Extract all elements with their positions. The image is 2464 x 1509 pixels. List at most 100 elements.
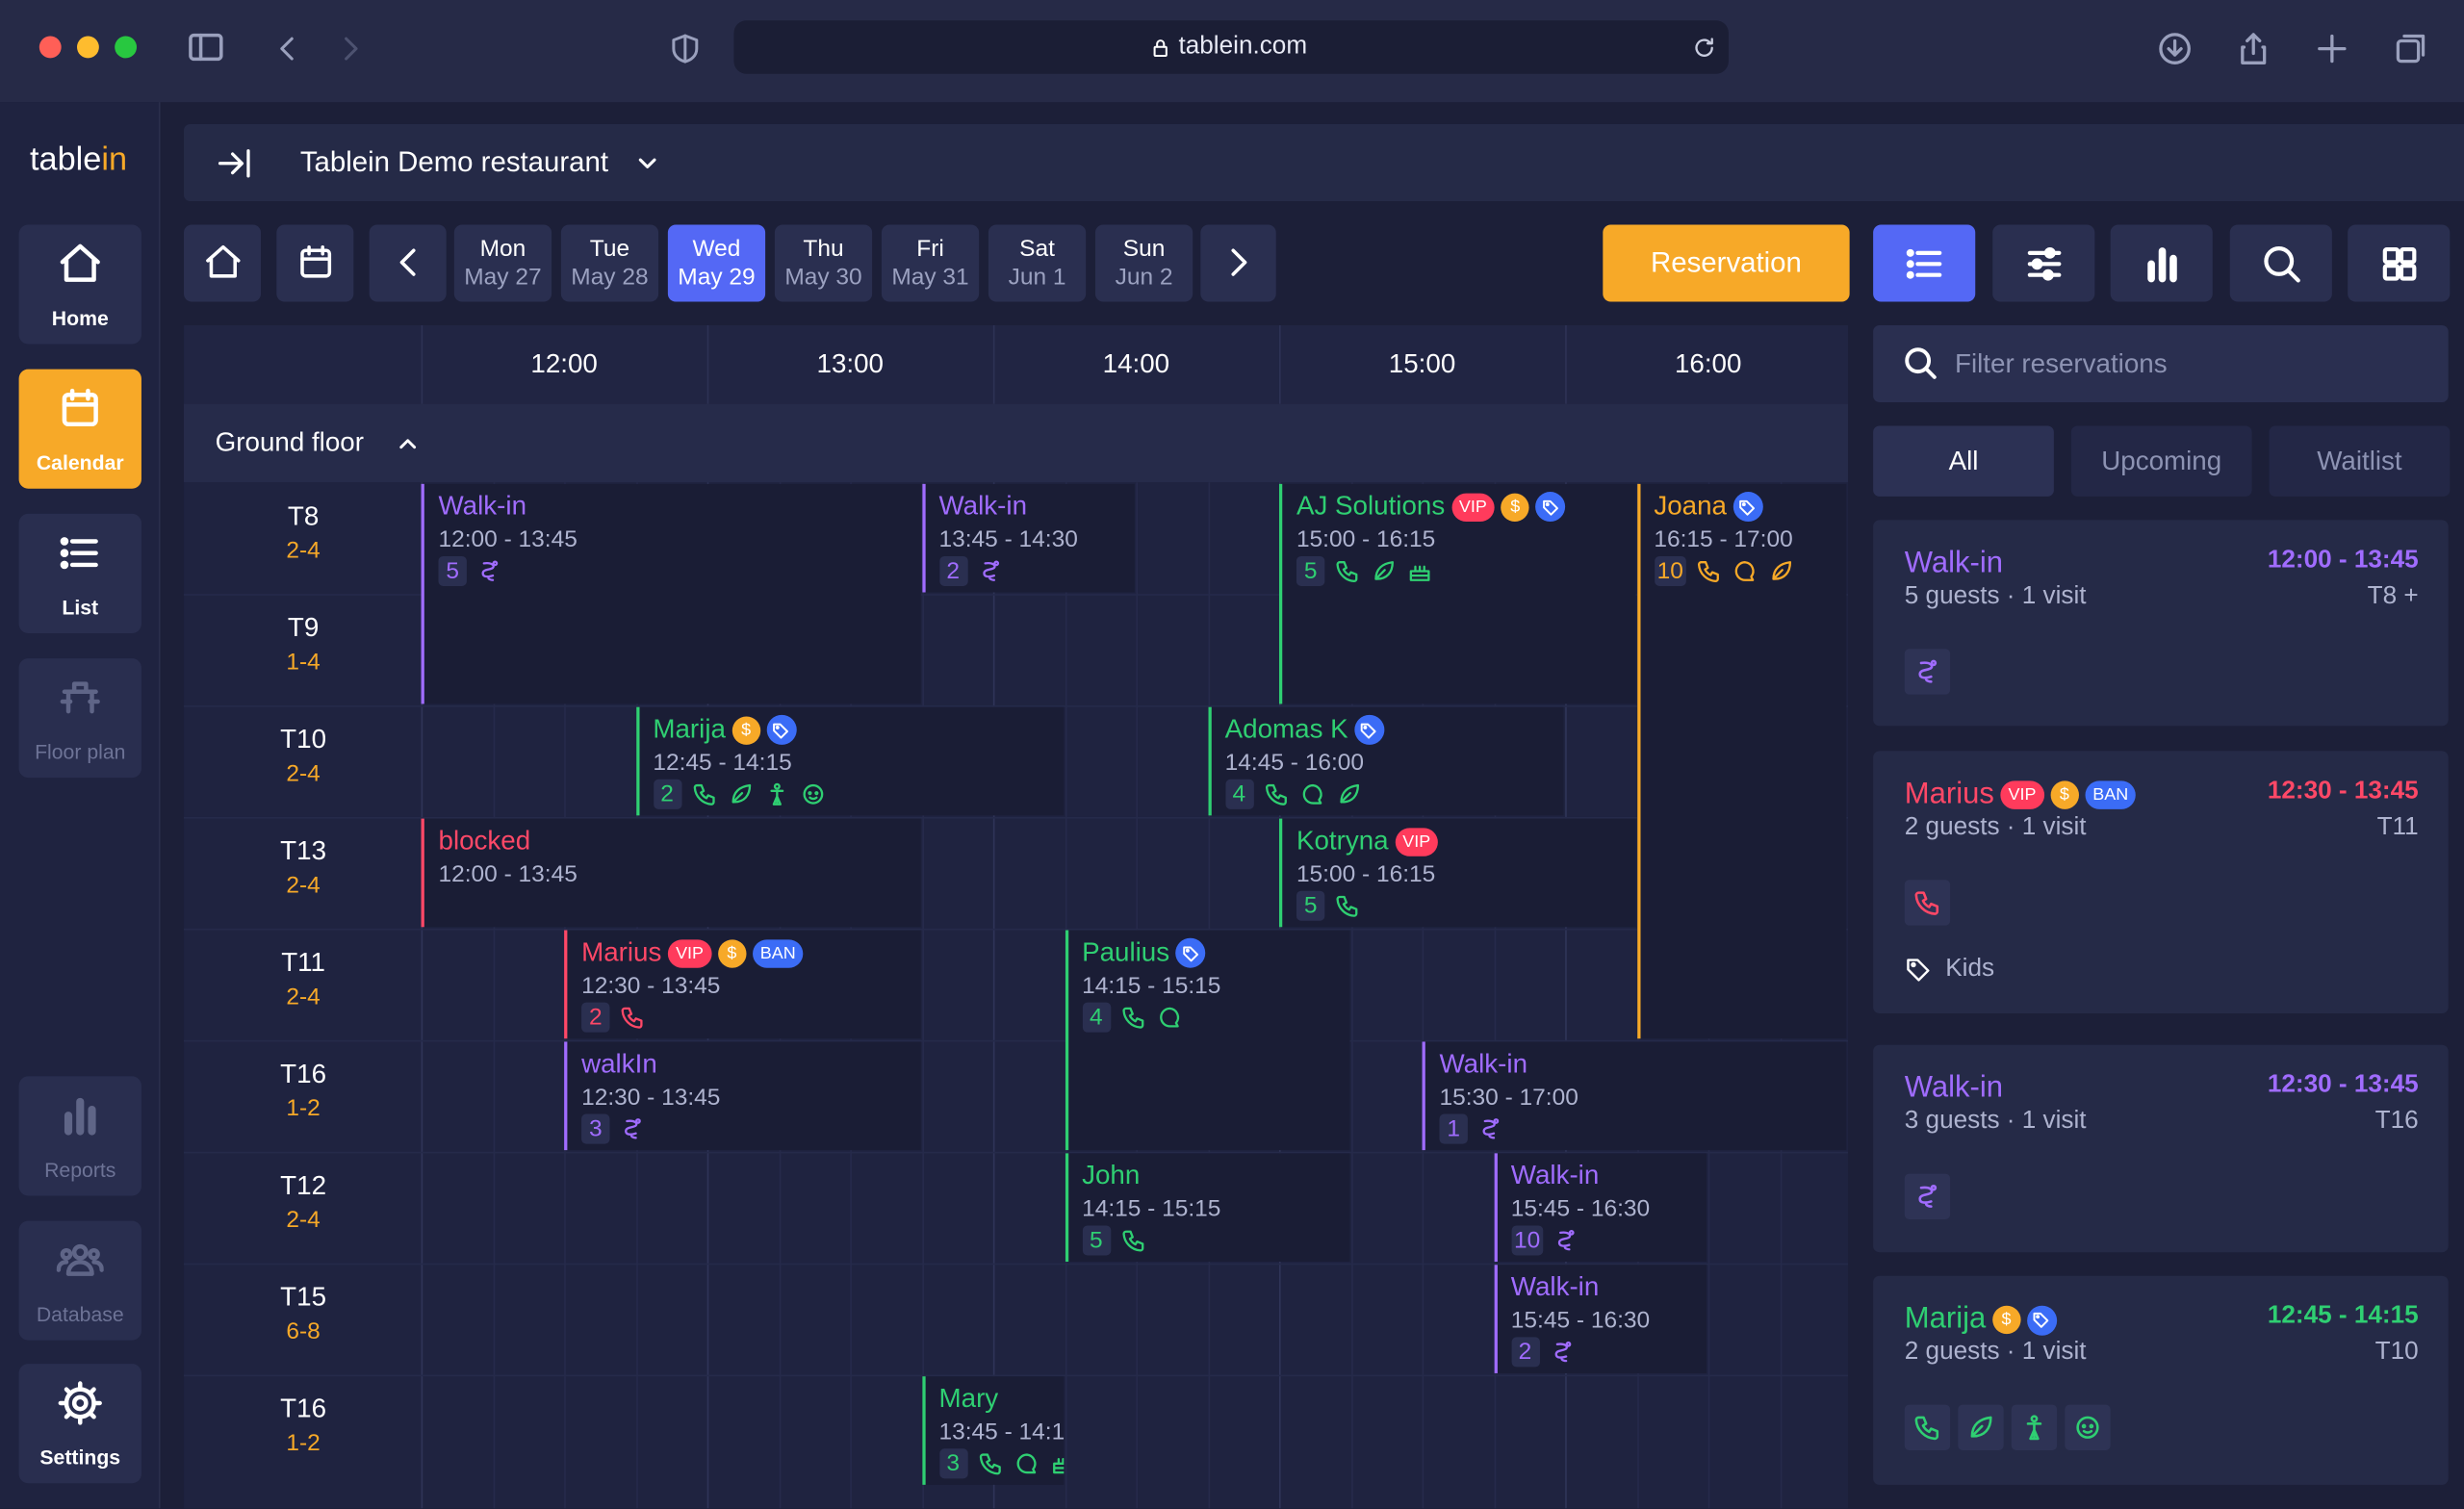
booking-time: 12:00 - 13:45 [438,860,578,888]
filter-tab[interactable]: All [1873,425,2054,497]
icon-phone [1265,783,1287,806]
card-time: 12:45 - 14:15 [2267,1302,2419,1330]
booking[interactable]: AJ Solutions VIP $15:00 - 16:15 5 [1278,483,1635,704]
filter-tab[interactable]: Upcoming [2070,425,2252,497]
url-text: tablein.com [1178,33,1308,61]
reservation-card[interactable]: Walk-in 12:00 - 13:45 5 guests · 1 visit T8… [1873,520,2449,727]
sidebar-item[interactable]: Database [18,1220,141,1341]
card-icon [1904,1404,1951,1450]
sidebar-item[interactable]: Calendar [18,369,141,489]
day-name: Thu [803,235,844,263]
icon-tabs [2396,34,2426,64]
logo-a: table [30,141,102,178]
booking[interactable]: Walk-in 13:45 - 14:30 2 [921,483,1135,593]
booking[interactable]: John 14:15 - 15:15 5 [1065,1153,1349,1263]
reservation-button[interactable]: Reservation [1603,224,1850,302]
toolbar-button[interactable] [369,224,447,302]
booking[interactable]: Paulius 14:15 - 15:15 4 [1065,930,1349,1151]
toolbar-button[interactable] [1873,224,1976,302]
table-capacity: 2-4 [286,984,321,1010]
booking[interactable]: Walk-in 15:30 - 17:00 1 [1422,1041,1847,1151]
sidebar-item[interactable]: List [18,513,141,633]
day-button[interactable]: Thu May 30 [774,224,873,302]
toolbar-button[interactable] [2229,224,2332,302]
sidebar-item[interactable]: Home [18,224,141,345]
card-table: T16 [2374,1108,2419,1135]
table-name: T16 [280,1059,327,1089]
badge: $ [732,715,760,745]
icon-cal [62,388,98,427]
day-button[interactable]: Tue May 28 [560,224,659,302]
toolbar-button[interactable] [2110,224,2213,302]
booking-name: Joana [1654,491,1728,522]
booking[interactable]: Mary 13:45 - 14:153 [921,1376,1064,1485]
day-name: Tue [589,235,630,263]
day-button[interactable]: Mon May 27 [453,224,552,302]
booking-title: Kotryna VIP [1296,825,1439,857]
card-note: Kids [1945,955,1995,983]
booking[interactable]: Walk-in 12:00 - 13:45 5 [421,483,920,704]
card-title: Walk-in [1905,547,2003,581]
grid-line [1422,482,1424,1509]
day-button[interactable]: Wed May 29 [667,224,766,302]
booking-title: Joana [1654,490,1763,523]
table-capacity: 2-4 [286,872,321,899]
day-button[interactable]: Sat Jun 1 [988,224,1087,302]
hour-divider [421,324,424,404]
icon-db [56,1243,104,1276]
icon-search [1905,347,1937,379]
row-line [184,705,1848,707]
badge: VIP [667,938,712,967]
booking[interactable]: Adomas K 14:45 - 16:00 4 [1207,706,1564,816]
hour-label: 12:00 [530,348,598,379]
booking[interactable]: Marija $12:45 - 14:15 2 [635,706,1064,816]
booking-name: Walk-in [438,491,527,522]
badge: VIP [1395,827,1439,857]
booking[interactable]: Kotryna VIP 15:00 - 16:15 5 [1278,818,1635,928]
booking-details: 3 [581,1113,646,1144]
icon-walk [1918,1184,1938,1208]
booking-title: Paulius [1082,936,1206,968]
filter-tab[interactable]: Waitlist [2269,425,2451,497]
guest-count: 4 [1224,778,1254,808]
icon-phone [1336,894,1358,916]
toolbar-button[interactable] [184,224,262,302]
booking-title: Walk-in [1440,1048,1528,1080]
booking-name: Walk-in [1510,1160,1600,1190]
booking[interactable]: Walk-in 15:45 - 16:30 10 [1493,1153,1707,1263]
toolbar-button[interactable] [276,224,354,302]
icon-phone [1121,1006,1143,1028]
sidebar-item[interactable]: Settings [18,1364,141,1484]
toolbar-button[interactable] [1992,224,2095,302]
icon-leaf [1772,560,1792,579]
day-button[interactable]: Fri May 31 [881,224,980,302]
guest-count: 1 [1439,1113,1468,1143]
icon-walk [982,559,999,581]
reservation-card[interactable]: Marius VIP $ BAN 12:30 - 13:45 2 guests · 1 v… [1873,751,2449,1014]
search-box[interactable]: Filter reservations [1873,324,2449,402]
grid-line [1565,482,1567,1509]
card-name: Walk-in [1904,1071,2004,1105]
booking-time: 15:00 - 16:15 [1296,860,1436,888]
booking[interactable]: Walk-in 15:45 - 16:30 2 [1493,1265,1707,1373]
day-date: May 30 [784,264,862,292]
tag-badge [1535,492,1566,523]
icon-home [205,244,240,278]
sidebar-item[interactable]: Reports [18,1076,141,1196]
day-date: May 27 [464,264,542,292]
toolbar-button[interactable] [2348,224,2451,302]
row-line [184,1263,1848,1266]
guest-count: 5 [1296,555,1325,586]
booking[interactable]: Marius VIP $ BAN 12:30 - 13:45 2 [564,930,920,1039]
toolbar-button[interactable] [1200,224,1276,302]
reservation-card[interactable]: Marija $12:45 - 14:15 2 guests · 1 visit T1… [1873,1275,2449,1485]
reservation-card[interactable]: Walk-in 12:30 - 13:45 3 guests · 1 visit T1… [1873,1044,2449,1253]
booking[interactable]: walkIn 12:30 - 13:45 3 [564,1041,920,1151]
booking[interactable]: blocked 12:00 - 13:45 [421,818,920,928]
day-button[interactable]: Sun Jun 2 [1094,224,1194,302]
booking[interactable]: Joana 16:15 - 17:00 10 [1636,483,1847,1039]
row-line [184,816,1848,819]
card-time: 12:00 - 13:45 [2267,547,2419,574]
sidebar-item[interactable]: Floor plan [18,658,141,779]
guest-count: 5 [1296,889,1325,920]
